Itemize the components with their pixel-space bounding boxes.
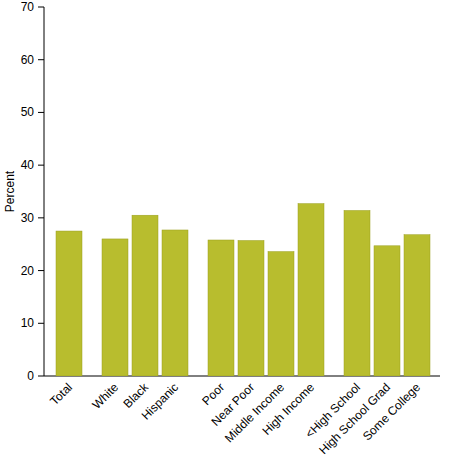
y-tick-label: 10 [21, 316, 35, 330]
y-tick [38, 112, 44, 113]
y-tick-label: 30 [21, 211, 35, 225]
bar [344, 210, 370, 376]
y-axis-label: Percent [3, 170, 17, 212]
bar [132, 215, 158, 376]
bar [238, 241, 264, 376]
bars [56, 204, 430, 376]
bar [268, 252, 294, 376]
y-tick-label: 60 [21, 53, 35, 67]
bar [404, 235, 430, 376]
chart: 010203040506070PercentTotalWhiteBlackHis… [0, 0, 449, 463]
x-tick-label: White [90, 380, 122, 412]
bar [56, 231, 82, 376]
y-tick-label: 40 [21, 158, 35, 172]
y-tick [38, 376, 44, 377]
x-tick-label: Hispanic [139, 380, 181, 422]
bar [208, 240, 234, 376]
y-tick [38, 165, 44, 166]
x-tick-label: Total [47, 380, 75, 408]
y-tick [38, 7, 44, 8]
y-tick [38, 217, 44, 218]
bar [162, 230, 188, 376]
x-tick-label: Some College [360, 380, 423, 443]
y-tick [38, 323, 44, 324]
y-tick [38, 270, 44, 271]
bar [374, 246, 400, 376]
y-tick-label: 50 [21, 105, 35, 119]
bar [298, 204, 324, 376]
y-tick-label: 70 [21, 0, 35, 14]
y-tick [38, 59, 44, 60]
bar [102, 239, 128, 376]
y-axis [44, 7, 45, 376]
y-tick-label: 0 [27, 369, 34, 383]
y-tick-label: 20 [21, 264, 35, 278]
